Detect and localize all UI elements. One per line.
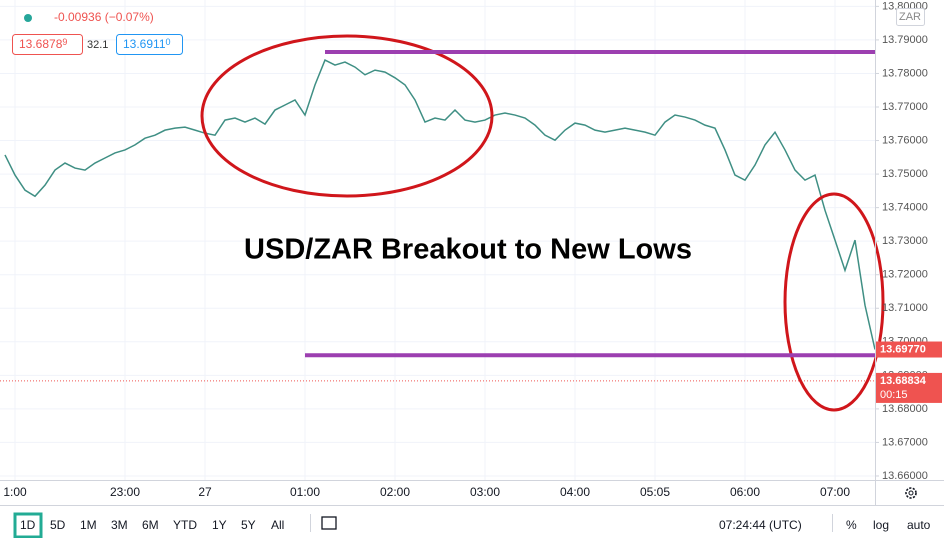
- currency: ZAR: [899, 11, 921, 23]
- y-tick-label: 13.74000: [882, 202, 928, 214]
- bid-price: 13.6878: [19, 37, 63, 51]
- range-button[interactable]: YTD: [173, 518, 197, 532]
- x-tick-label: 23:00: [110, 485, 140, 499]
- x-tick-label: 02:00: [380, 485, 410, 499]
- clock: 07:24:44 (UTC): [719, 518, 802, 532]
- range-selected: [13, 512, 43, 538]
- spread: 32.1: [87, 39, 108, 51]
- x-tick-label: 01:00: [290, 485, 320, 499]
- x-tick-label: 27: [198, 485, 212, 499]
- option-button[interactable]: %: [846, 518, 857, 532]
- change-label: -0.00936 (−0.07%): [54, 10, 154, 24]
- bid: 13.68789: [19, 37, 67, 51]
- bid-price-box: [876, 372, 942, 403]
- status-dot: [24, 14, 32, 22]
- ask-box: [116, 34, 183, 55]
- annotation: USD/ZAR Breakout to New Lows: [244, 234, 692, 266]
- range-button[interactable]: 5D: [50, 518, 66, 532]
- plot: [0, 59, 875, 382]
- range-button[interactable]: All: [271, 518, 284, 532]
- ask: 13.69110: [123, 37, 171, 51]
- settings-icon[interactable]: [905, 487, 917, 499]
- last-price-label: 13.69770: [880, 343, 926, 355]
- option-button[interactable]: auto: [907, 518, 931, 532]
- bid-box: [12, 34, 83, 55]
- range-button[interactable]: 1M: [80, 518, 97, 532]
- bid-pip: 9: [62, 37, 67, 47]
- y-tick-label: 13.76000: [882, 134, 928, 146]
- currency-badge: [896, 8, 925, 26]
- x-tick-label: 04:00: [560, 485, 590, 499]
- highlight-ellipse: [783, 192, 885, 412]
- range-button[interactable]: 1Y: [212, 518, 227, 532]
- y-tick-label: 13.75000: [882, 168, 928, 180]
- y-tick-label: 13.77000: [882, 101, 928, 113]
- range-button[interactable]: 5Y: [241, 518, 256, 532]
- highlight-ellipse: [200, 34, 494, 198]
- price-line: [4, 59, 875, 350]
- ask-price: 13.6911: [123, 37, 166, 51]
- last-price-box: [876, 341, 942, 358]
- x-tick-label: 07:00: [820, 485, 850, 499]
- range-button[interactable]: 6M: [142, 518, 159, 532]
- x-tick-label: 1:00: [3, 485, 27, 499]
- range-button[interactable]: 1D: [20, 518, 36, 532]
- y-tick-label: 13.78000: [882, 67, 928, 79]
- countdown: 00:15: [880, 389, 908, 401]
- ask-pip: 0: [166, 37, 171, 47]
- y-tick-label: 13.79000: [882, 34, 928, 46]
- y-tick-label: 13.72000: [882, 269, 928, 281]
- y-axis: 13.8000013.7900013.7800013.7700013.76000…: [875, 0, 928, 482]
- x-tick-label: 05:05: [640, 485, 670, 499]
- option-button[interactable]: log: [873, 518, 889, 532]
- y-tick-label: 13.68000: [882, 403, 928, 415]
- y-tick-label: 13.67000: [882, 436, 928, 448]
- range-button[interactable]: 3M: [111, 518, 128, 532]
- x-tick-label: 03:00: [470, 485, 500, 499]
- y-tick-label: 13.66000: [882, 470, 928, 482]
- y-tick-label: 13.71000: [882, 302, 928, 314]
- settings-icon-center: [908, 490, 914, 496]
- bid-price-label: 13.68834: [880, 375, 927, 387]
- y-tick-label: 13.73000: [882, 235, 928, 247]
- toolbar: 1D 5D 1M 3M 6M YTD 1Y 5Y All% log auto: [13, 512, 931, 538]
- x-tick-label: 06:00: [730, 485, 760, 499]
- compare-icon[interactable]: [321, 516, 337, 530]
